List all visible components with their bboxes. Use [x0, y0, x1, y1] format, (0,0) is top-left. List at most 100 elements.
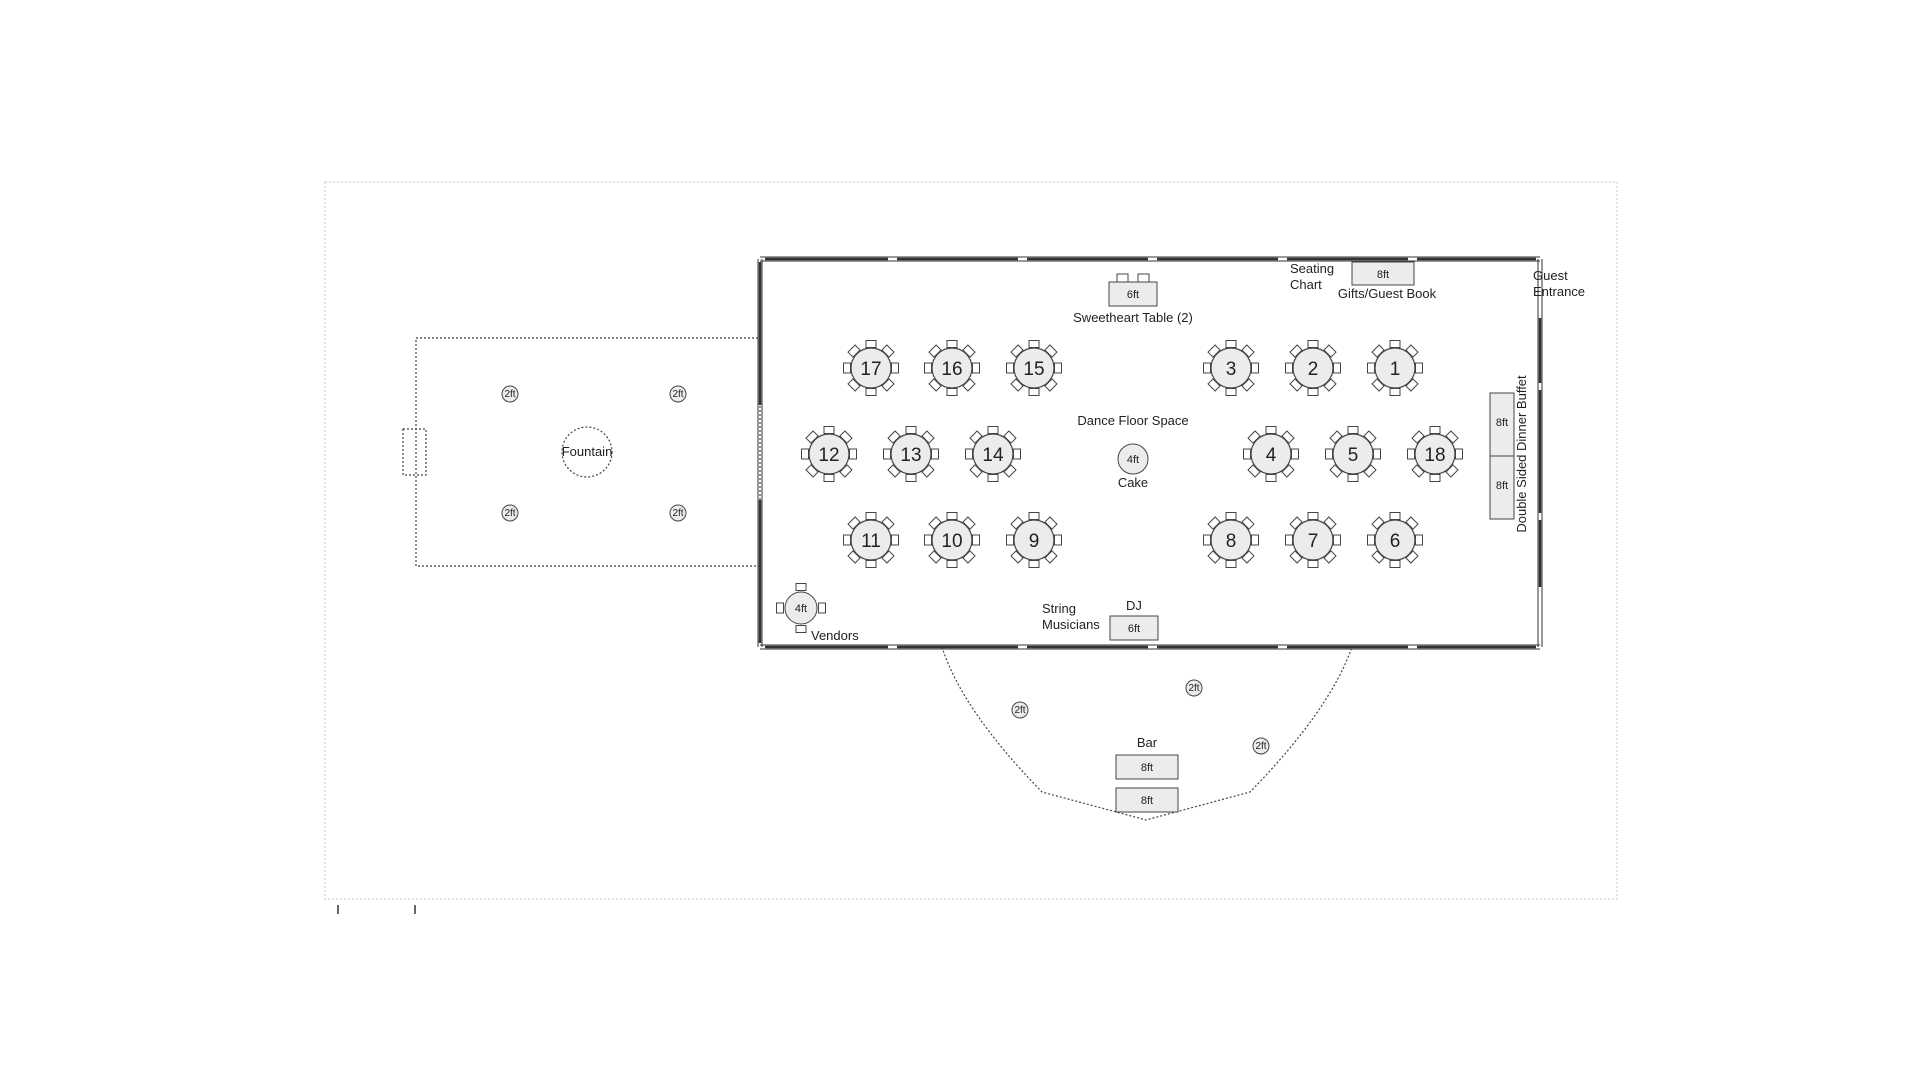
cocktail-table-size: 2ft [672, 508, 683, 519]
cocktail-table [1011, 701, 1029, 719]
guest-table-number: 5 [1348, 445, 1359, 466]
chair [972, 362, 980, 374]
guest-table-top [1332, 433, 1374, 475]
fountain [561, 426, 613, 478]
guest-table-top [850, 519, 892, 561]
chair [891, 362, 899, 374]
guest-table-top [972, 433, 1014, 475]
buffet-label: Double Sided Dinner Buffet [1514, 375, 1529, 533]
guest-table-number: 10 [941, 531, 962, 552]
guest-table-top [1292, 347, 1334, 389]
chair [946, 512, 958, 520]
chair [1415, 534, 1423, 546]
cocktail-table [669, 504, 687, 522]
dj-label: DJ [1126, 598, 1142, 613]
chair [865, 512, 877, 520]
chair [1307, 560, 1319, 568]
dj-table-size: 6ft [1128, 623, 1140, 635]
guest-table-number: 17 [860, 359, 881, 380]
chair [1203, 534, 1211, 546]
chair [1006, 534, 1014, 546]
sweetheart-chairs [1116, 273, 1150, 283]
chair [1028, 560, 1040, 568]
bar-table-size: 8ft [1141, 762, 1153, 774]
chair [1243, 448, 1251, 460]
guest-table-number: 12 [818, 445, 839, 466]
chair [1225, 512, 1237, 520]
string-musicians-label: String [1042, 601, 1076, 616]
guest-table-number: 8 [1226, 531, 1237, 552]
chair [1367, 534, 1375, 546]
guest-table-top [1374, 519, 1416, 561]
guest-table-number: 14 [982, 445, 1004, 466]
chair [1013, 448, 1021, 460]
seating-chart-label: Chart [1290, 277, 1322, 292]
guest-table-top [850, 347, 892, 389]
page-border [324, 181, 1618, 900]
guest-table-number: 3 [1226, 359, 1237, 380]
bar-label: Bar [1137, 735, 1158, 750]
chair [1389, 340, 1401, 348]
buffet-table-size: 8ft [1496, 480, 1508, 492]
chair [818, 602, 826, 614]
cake-table-size: 4ft [1127, 454, 1139, 466]
chair [905, 426, 917, 434]
fountain-patio [415, 337, 761, 567]
chair [1225, 388, 1237, 396]
guest-table-number: 1 [1390, 359, 1401, 380]
chair [1325, 448, 1333, 460]
guest-table-top [1374, 347, 1416, 389]
string-musicians-label: Musicians [1042, 617, 1100, 632]
chair [1373, 448, 1381, 460]
guest-table-number: 15 [1023, 359, 1044, 380]
chair [1291, 448, 1299, 460]
chair [1028, 512, 1040, 520]
sweetheart-table-size: 6ft [1127, 289, 1139, 301]
guest-table-9: 9 [1006, 512, 1062, 568]
cocktail-table-size: 2ft [1188, 683, 1199, 694]
buffet-table [1489, 392, 1515, 457]
guest-table-12: 12 [801, 426, 857, 482]
chair [1389, 388, 1401, 396]
guest-table-4: 4 [1243, 426, 1299, 482]
chair [795, 625, 807, 633]
guest-table-18: 18 [1407, 426, 1463, 482]
chair [931, 448, 939, 460]
guest-table-top [1250, 433, 1292, 475]
bar-table [1115, 754, 1179, 780]
guest-table-number: 6 [1390, 531, 1401, 552]
chair [1265, 474, 1277, 482]
chair [1333, 362, 1341, 374]
guest-entrance-label: Entrance [1533, 284, 1585, 299]
chair [891, 534, 899, 546]
chair [843, 534, 851, 546]
chair [1225, 340, 1237, 348]
guest-table-number: 18 [1424, 445, 1445, 466]
chair [843, 362, 851, 374]
chair [924, 534, 932, 546]
chair [972, 534, 980, 546]
cake-label: Cake [1118, 475, 1148, 490]
guest-table-top [931, 347, 973, 389]
guest-table-number: 7 [1308, 531, 1319, 552]
chair [1367, 362, 1375, 374]
chair [801, 448, 809, 460]
seating-chart-label: Seating [1290, 261, 1334, 276]
chair [1455, 448, 1463, 460]
guest-table-top [931, 519, 973, 561]
chair [1347, 426, 1359, 434]
chair [1251, 362, 1259, 374]
chair [987, 426, 999, 434]
chair [865, 388, 877, 396]
chair [1028, 388, 1040, 396]
buffet-table [1489, 455, 1515, 520]
patio-cocktail-tables: 2ft 2ft 2ft 2ft [501, 385, 687, 522]
chair [1307, 340, 1319, 348]
chair [776, 602, 784, 614]
chair [987, 474, 999, 482]
guest-table-1: 1 [1367, 340, 1423, 396]
guest-table-2: 2 [1285, 340, 1341, 396]
tent-walls [757, 256, 1543, 650]
fountain-label: Fountain [562, 444, 613, 459]
guest-table-8: 8 [1203, 512, 1259, 568]
